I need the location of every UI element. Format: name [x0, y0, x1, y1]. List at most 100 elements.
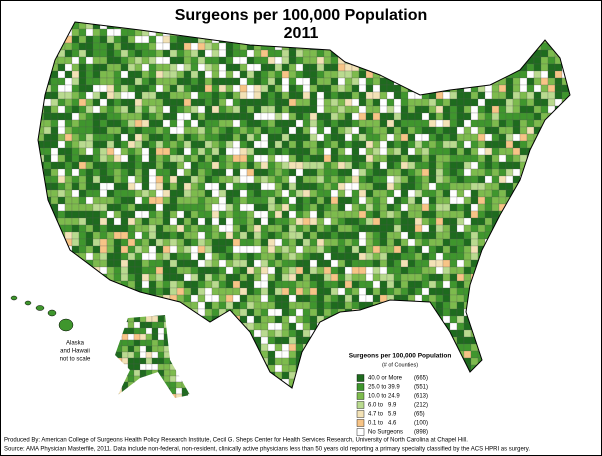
county — [295, 140, 304, 149]
county — [78, 119, 87, 128]
county — [323, 154, 332, 163]
county — [365, 245, 374, 254]
county — [477, 112, 486, 121]
county — [92, 217, 101, 226]
county — [197, 266, 206, 275]
county — [372, 77, 381, 86]
county — [78, 168, 87, 177]
county — [267, 126, 276, 135]
county — [288, 336, 297, 345]
county — [435, 273, 444, 282]
county — [106, 189, 115, 198]
county — [120, 42, 129, 51]
county — [386, 154, 395, 163]
county — [379, 84, 388, 93]
county — [393, 119, 402, 128]
county — [281, 322, 290, 331]
county — [239, 147, 248, 156]
county — [302, 63, 311, 72]
county — [421, 154, 430, 163]
county — [225, 119, 234, 128]
county — [267, 98, 276, 107]
county — [106, 196, 115, 205]
county — [288, 252, 297, 261]
county — [554, 70, 563, 79]
county — [155, 259, 164, 268]
county — [211, 84, 220, 93]
county — [183, 140, 192, 149]
county — [414, 259, 423, 268]
county — [162, 98, 171, 107]
county — [148, 224, 157, 233]
county — [274, 301, 283, 310]
county — [428, 266, 437, 275]
county — [288, 245, 297, 254]
county — [183, 294, 192, 303]
county — [197, 210, 206, 219]
county — [218, 70, 227, 79]
county — [85, 91, 94, 100]
county — [50, 126, 59, 135]
county — [372, 266, 381, 275]
county — [211, 182, 220, 191]
county — [127, 231, 136, 240]
county — [337, 140, 346, 149]
county — [260, 210, 269, 219]
county — [99, 182, 108, 191]
county — [400, 189, 409, 198]
county — [463, 147, 472, 156]
county — [141, 126, 150, 135]
county — [435, 252, 444, 261]
county — [176, 42, 185, 51]
county — [134, 259, 143, 268]
county — [246, 133, 255, 142]
county — [113, 98, 122, 107]
county — [316, 238, 325, 247]
county — [218, 280, 227, 289]
county — [435, 168, 444, 177]
county — [547, 56, 556, 65]
county — [358, 203, 367, 212]
legend-count: (65) — [414, 412, 425, 418]
county — [295, 182, 304, 191]
county — [442, 315, 451, 324]
county — [120, 273, 129, 282]
county — [421, 182, 430, 191]
county — [225, 231, 234, 240]
county — [134, 154, 143, 163]
county — [141, 273, 150, 282]
county — [323, 49, 332, 58]
county — [218, 98, 227, 107]
county — [274, 210, 283, 219]
county — [295, 49, 304, 58]
county — [484, 182, 493, 191]
county — [470, 210, 479, 219]
county — [365, 84, 374, 93]
county — [155, 245, 164, 254]
county — [309, 238, 318, 247]
county — [106, 63, 115, 72]
county — [330, 175, 339, 184]
county — [288, 133, 297, 142]
county — [169, 91, 178, 100]
county — [127, 35, 136, 44]
county — [428, 189, 437, 198]
county — [330, 280, 339, 289]
county — [393, 280, 402, 289]
county — [435, 98, 444, 107]
county — [302, 329, 311, 338]
county — [393, 266, 402, 275]
county — [141, 42, 150, 51]
county — [211, 70, 220, 79]
county — [274, 329, 283, 338]
county — [400, 161, 409, 170]
county — [260, 105, 269, 114]
county — [155, 168, 164, 177]
county — [526, 63, 535, 72]
county — [274, 49, 283, 58]
county — [232, 77, 241, 86]
county — [491, 210, 500, 219]
county — [456, 315, 465, 324]
county — [253, 252, 262, 261]
county — [78, 140, 87, 149]
